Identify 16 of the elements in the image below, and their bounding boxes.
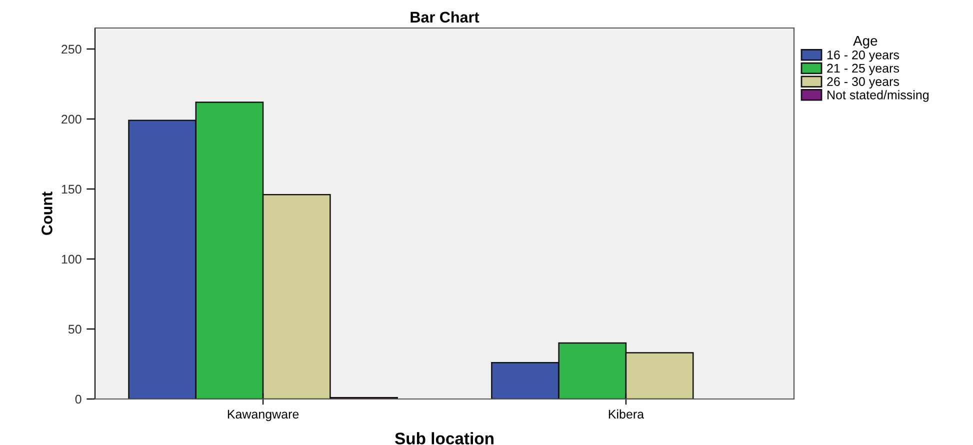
chart-title: Bar Chart [410,11,480,23]
legend-label: 26 - 30 years [827,77,900,88]
y-tick-label: 0 [75,394,82,404]
y-tick-label: 250 [62,44,82,54]
legend-title: Age [853,36,878,48]
y-tick-label: 150 [62,184,82,194]
y-axis-title: Count [42,192,52,235]
legend-label: 21 - 25 years [827,64,900,76]
x-axis-title: Sub location [394,432,494,444]
legend-label: 16 - 20 years [827,50,900,62]
legend-label: Not stated/missing [828,90,929,102]
x-tick-label: Kawangware [228,410,299,422]
y-tick-label: 100 [62,254,82,264]
y-tick-label: 200 [62,114,82,124]
x-tick-label: Kibera [608,409,644,419]
y-tick-label: 50 [68,324,82,334]
